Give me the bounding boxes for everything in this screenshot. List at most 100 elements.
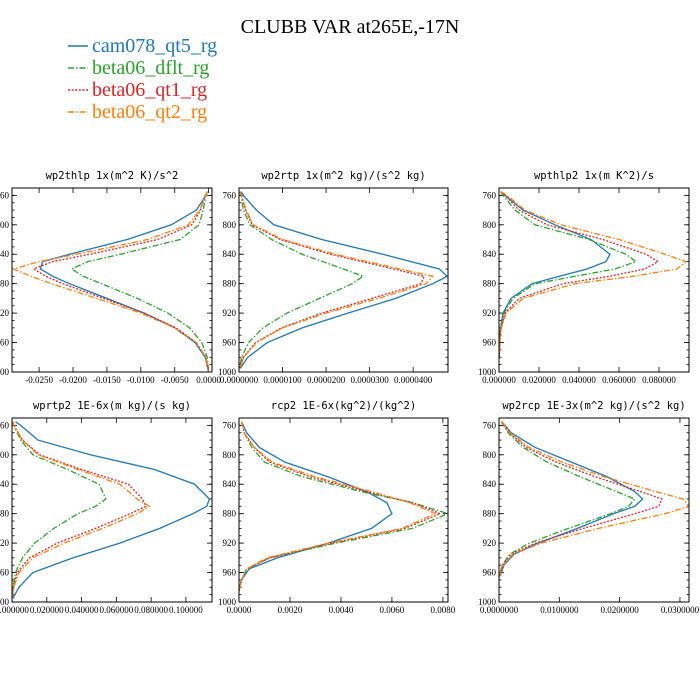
y-tick-label: 960 xyxy=(483,568,497,578)
series-line-beta06_qt2_rg xyxy=(12,421,151,599)
x-tick-label: 0.0000000 xyxy=(480,605,519,615)
y-tick-label: 960 xyxy=(483,338,497,348)
y-tick-label: 760 xyxy=(483,420,497,430)
y-tick-label: 760 xyxy=(223,190,237,200)
series-line-beta06_qt1_rg xyxy=(239,421,443,592)
x-tick-label: 0.0000100 xyxy=(263,375,302,385)
x-tick-label: 0.0000000 xyxy=(220,375,259,385)
plot-frame xyxy=(11,417,213,603)
x-tick-label: 0.0000 xyxy=(227,605,252,615)
series-line-cam078_qt5_rg xyxy=(239,191,448,369)
x-tick-label: 0.040000 xyxy=(65,605,99,615)
legend-label: beta06_qt1_rg xyxy=(92,79,207,101)
series-line-beta06_qt1_rg xyxy=(499,191,660,358)
y-tick-label: 1000 xyxy=(0,367,10,377)
x-tick-label: 0.060000 xyxy=(602,375,636,385)
x-tick-label: 0.060000 xyxy=(99,605,133,615)
legend-entry: cam078_qt5_rg xyxy=(68,35,217,57)
y-tick-label: 880 xyxy=(483,509,497,519)
series-line-beta06_qt2_rg xyxy=(12,191,210,372)
y-tick-label: 840 xyxy=(0,479,10,489)
series-group xyxy=(239,421,448,592)
y-tick-label: 840 xyxy=(223,249,237,259)
y-tick-label: 1000 xyxy=(478,367,497,377)
y-tick-label: 800 xyxy=(0,220,10,230)
x-tick-label: 0.0100000 xyxy=(540,605,579,615)
panel-title: wp2rcp 1E-3x(m^2 kg)/(s^2 kg) xyxy=(502,400,685,412)
panel-title: wprtp2 1E-6x(m kg)/(s kg) xyxy=(33,400,191,412)
x-tick-label: 0.080000 xyxy=(134,605,168,615)
x-tick-label: 0.0080 xyxy=(431,605,456,615)
legend: cam078_qt5_rgbeta06_dflt_rgbeta06_qt1_rg… xyxy=(68,35,217,123)
series-line-beta06_qt2_rg xyxy=(239,191,434,369)
y-tick-label: 880 xyxy=(223,279,237,289)
y-tick-label: 1000 xyxy=(218,597,237,607)
y-tick-label: 920 xyxy=(0,538,10,548)
y-tick-label: 760 xyxy=(0,190,10,200)
legend-label: beta06_qt2_rg xyxy=(92,101,207,123)
legend-label: cam078_qt5_rg xyxy=(92,35,217,57)
series-line-cam078_qt5_rg xyxy=(499,191,611,358)
panel-6: wp2rcp 1E-3x(m^2 kg)/(s^2 kg) 760 800 840 88… xyxy=(478,400,700,615)
y-tick-label: 1000 xyxy=(218,367,237,377)
y-tick-label: 760 xyxy=(483,190,497,200)
x-tick-label: 0.000000 xyxy=(482,375,516,385)
plot-frame xyxy=(11,187,213,373)
series-line-cam078_qt5_rg xyxy=(499,421,644,577)
plot-frame xyxy=(238,187,449,373)
y-tick-label: 800 xyxy=(483,220,497,230)
x-tick-label: -0.0250 xyxy=(25,375,53,385)
x-tick-label: 0.0000 xyxy=(196,375,221,385)
y-tick-label: 760 xyxy=(0,420,10,430)
y-tick-label: 840 xyxy=(223,479,237,489)
x-tick-label: 0.0000200 xyxy=(307,375,346,385)
legend-label: beta06_dflt_rg xyxy=(92,57,209,79)
y-tick-label: 800 xyxy=(223,220,237,230)
series-line-beta06_dflt_rg xyxy=(239,191,365,369)
x-tick-label: 0.0000400 xyxy=(394,375,433,385)
legend-entry: beta06_qt2_rg xyxy=(68,101,207,123)
x-tick-label: -0.0200 xyxy=(59,375,87,385)
x-tick-label: -0.0050 xyxy=(161,375,189,385)
panel-grid: wp2thlp 1x(m^2 K)/s^2 760 800 840 880 920 960 1… xyxy=(0,170,700,615)
x-tick-label: 0.0200000 xyxy=(601,605,640,615)
y-tick-label: 760 xyxy=(223,420,237,430)
x-tick-label: 0.020000 xyxy=(522,375,556,385)
series-line-beta06_dflt_rg xyxy=(12,421,107,599)
y-tick-label: 880 xyxy=(223,509,237,519)
series-line-cam078_qt5_rg xyxy=(239,421,393,592)
panel-title: rcp2 1E-6x(kg^2)/(kg^2) xyxy=(271,400,416,412)
y-tick-label: 1000 xyxy=(478,597,497,607)
panel-title: wp2rtp 1x(m^2 kg)/(s^2 kg) xyxy=(261,170,425,182)
y-tick-label: 840 xyxy=(483,479,497,489)
y-tick-label: 960 xyxy=(0,568,10,578)
panel-title: wp2thlp 1x(m^2 K)/s^2 xyxy=(46,170,179,182)
y-tick-label: 920 xyxy=(223,308,237,318)
series-group xyxy=(12,421,211,599)
series-line-beta06_dflt_rg xyxy=(70,191,210,372)
series-line-cam078_qt5_rg xyxy=(12,421,211,599)
x-tick-label: 0.040000 xyxy=(562,375,596,385)
x-tick-label: 0.000000 xyxy=(0,605,29,615)
x-tick-label: 0.0020 xyxy=(278,605,303,615)
series-line-cam078_qt5_rg xyxy=(39,191,210,372)
legend-entry: beta06_qt1_rg xyxy=(68,79,207,101)
plot-frame xyxy=(498,187,690,373)
panel-title: wpthlp2 1x(m K^2)/s xyxy=(534,170,654,182)
y-tick-label: 920 xyxy=(0,308,10,318)
x-tick-label: 0.080000 xyxy=(642,375,676,385)
series-line-beta06_qt1_rg xyxy=(12,421,147,599)
y-tick-label: 920 xyxy=(483,308,497,318)
y-tick-label: 880 xyxy=(0,509,10,519)
x-tick-label: 0.0040 xyxy=(329,605,354,615)
plot-frame xyxy=(238,417,449,603)
series-group xyxy=(239,191,448,369)
y-tick-label: 880 xyxy=(483,279,497,289)
y-tick-label: 1000 xyxy=(0,597,10,607)
series-line-beta06_dflt_rg xyxy=(239,421,448,592)
y-tick-label: 800 xyxy=(223,450,237,460)
x-tick-label: 0.0060 xyxy=(380,605,405,615)
y-tick-label: 960 xyxy=(223,338,237,348)
y-tick-label: 840 xyxy=(483,249,497,259)
